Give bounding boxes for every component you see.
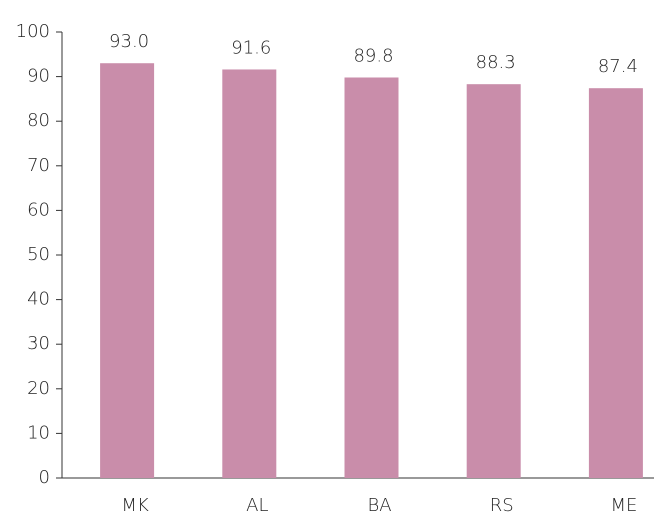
y-tick-label: 90	[27, 66, 50, 87]
data-label: 91.6	[231, 37, 271, 58]
x-tick-label: AL	[246, 495, 268, 516]
bar	[222, 69, 277, 479]
data-label: 89.8	[353, 45, 393, 66]
y-tick-label: 30	[27, 333, 50, 354]
bar	[588, 88, 643, 479]
y-tick-label: 0	[39, 467, 50, 488]
y-tick-label: 80	[27, 110, 50, 131]
bar	[100, 63, 155, 478]
x-tick-label: ME	[610, 495, 637, 516]
y-tick-label: 10	[27, 422, 50, 443]
data-label: 87.4	[598, 56, 638, 77]
x-tick-label: MK	[121, 495, 149, 516]
y-tick-label: 20	[27, 378, 50, 399]
y-tick-label: 60	[27, 199, 50, 220]
x-tick-label: RS	[490, 495, 514, 516]
data-label: 93.0	[109, 31, 149, 52]
y-tick-label: 100	[16, 21, 50, 42]
bar	[466, 84, 521, 478]
y-tick-label: 50	[27, 244, 50, 265]
x-tick-label: BA	[367, 495, 391, 516]
y-tick-label: 40	[27, 289, 50, 310]
bar	[344, 77, 399, 478]
y-tick-label: 70	[27, 155, 50, 176]
data-label: 88.3	[476, 52, 516, 73]
